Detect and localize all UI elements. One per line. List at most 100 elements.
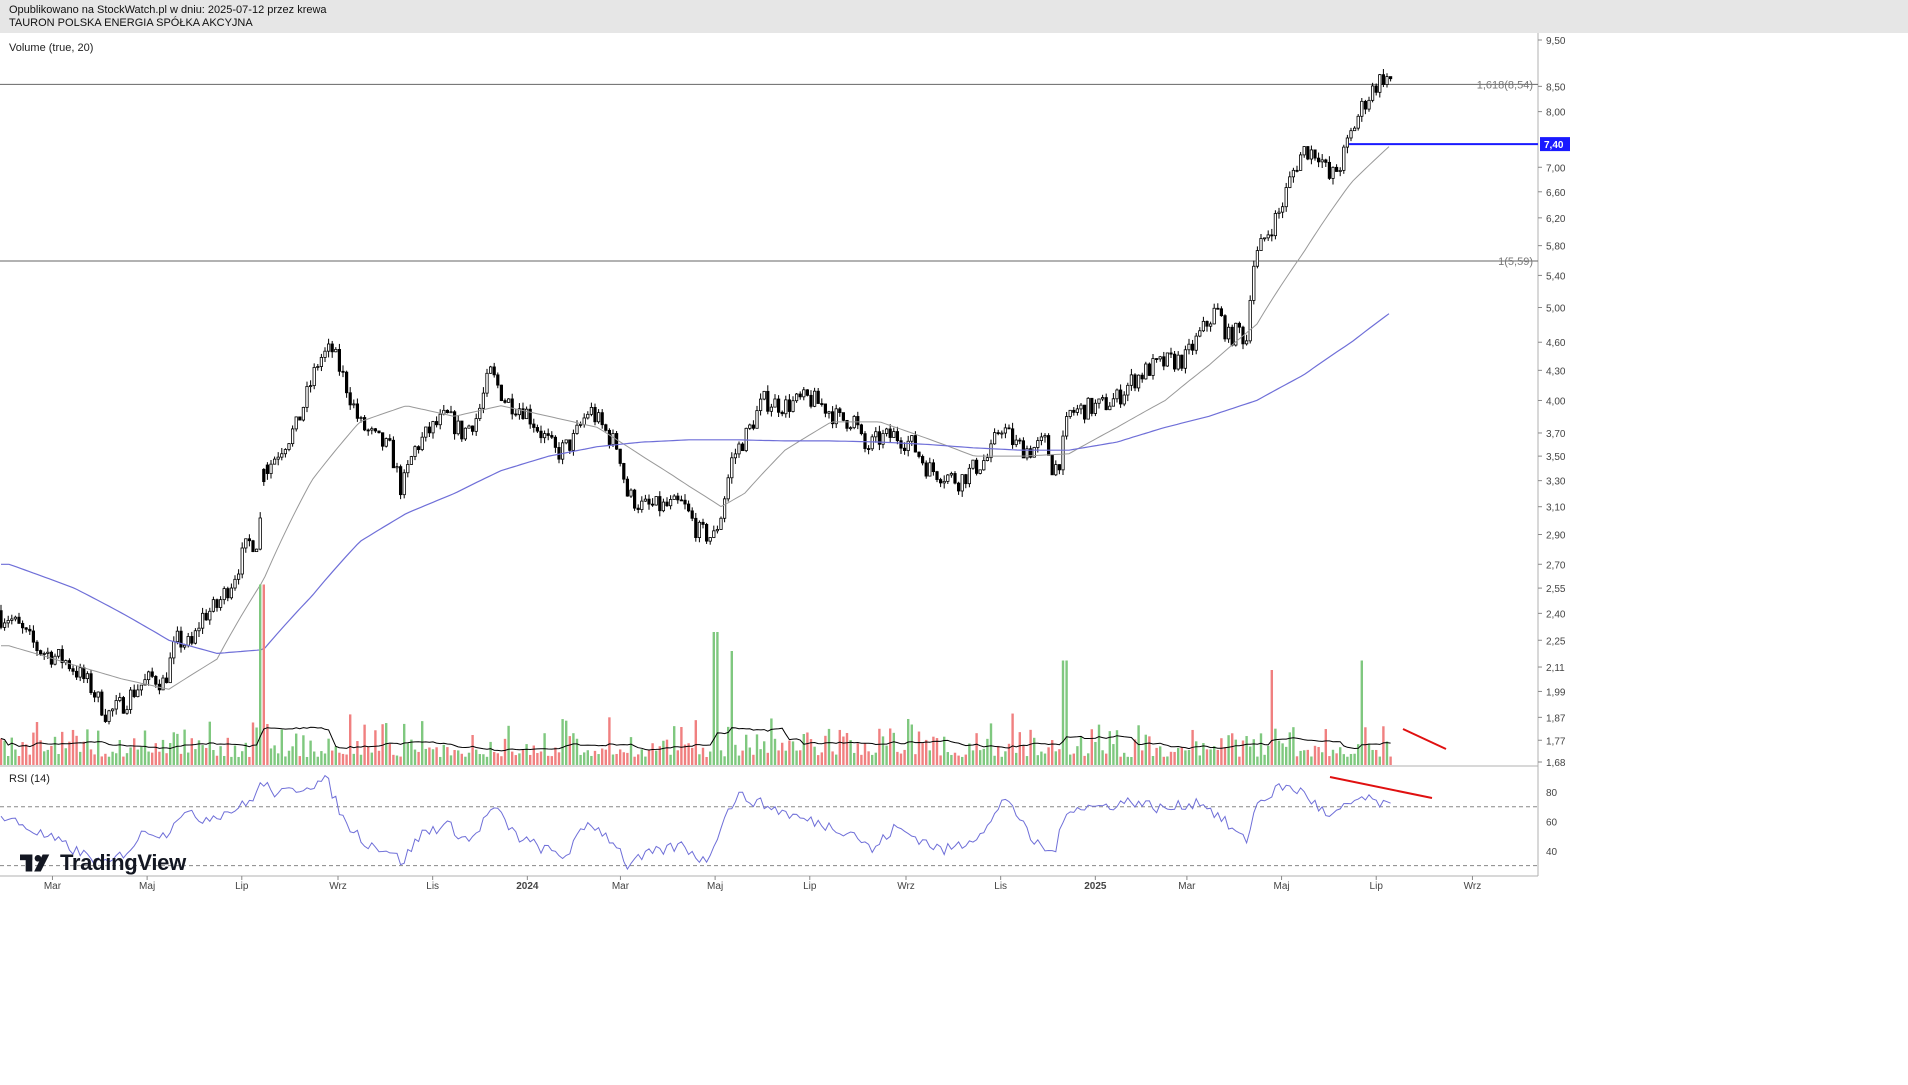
candle-body [813,390,817,407]
candle-body [514,413,518,416]
volume-bar [1378,756,1381,765]
candle-body [136,689,140,698]
volume-bar [1130,756,1133,765]
time-tick-label: Lip [803,881,817,892]
candle-body [100,691,104,716]
volume-ma-line [0,726,1391,752]
volume-bar [71,729,75,765]
candle-body [535,427,540,432]
volume-bar [1256,756,1259,765]
candle-body [427,426,432,434]
candle-body [521,408,525,420]
candle-body [1227,326,1231,340]
volume-bar [784,750,787,765]
candle-body [10,618,14,621]
volume-bar [212,750,215,765]
logo-text: TradingView [60,850,186,875]
volume-bar [536,752,539,765]
volume-bar [1220,738,1223,765]
volume-bar [370,752,373,765]
candle-body [406,464,410,474]
candle-body [859,424,864,435]
volume-bar [781,742,784,765]
volume-bar [298,756,301,765]
volume-bars [0,584,1392,765]
candle-body [1306,146,1310,160]
candle-body [618,448,622,464]
candle-body [676,495,680,501]
volume-bar [590,755,593,765]
volume-bar [410,739,413,765]
candle-body [308,385,313,388]
candle-body [1180,354,1184,369]
candle-body [611,433,615,445]
candle-body [874,431,878,438]
price-tick-label: 1,68 [1546,758,1566,769]
volume-bar [0,738,3,765]
tradingview-logo[interactable]: TradingView [20,850,186,876]
volume-bar [503,738,507,765]
volume-bar [1054,751,1057,765]
candle-body [164,677,169,684]
volume-bar [442,744,445,765]
volume-bar [111,751,114,765]
candle-body [1371,85,1375,101]
candle-body [1259,238,1263,252]
candle-body [1198,330,1202,337]
candle-body [751,424,756,429]
volume-bar [1144,734,1147,765]
candle-body [579,423,583,426]
price-tick-label: 1,87 [1546,713,1566,724]
candle-body [766,390,770,412]
volume-bar [925,739,928,765]
volume-bar [79,751,82,765]
volume-bar [863,743,867,765]
volume-bar [1051,740,1054,765]
volume-bar [1126,756,1129,765]
candle-body [294,416,298,430]
candle-body [287,443,291,450]
volume-bar [323,753,327,765]
volume-bar [424,748,427,765]
price-tick-label: 2,11 [1546,663,1565,674]
candle-body [694,517,698,538]
candle-body [370,428,374,431]
candle-body [777,398,781,413]
candle-body [1147,363,1151,376]
candle-body [1079,404,1083,410]
candle-body [633,489,637,509]
candle-body [380,432,385,447]
candle-body [1093,402,1097,414]
volume-bar [248,756,251,765]
volume-bar [1025,756,1029,765]
candle-body [193,630,197,644]
volume-bar [1112,744,1115,765]
volume-bar [377,750,381,765]
volume-bar [381,724,384,765]
candle-body [1101,397,1105,400]
candle-body [906,440,910,451]
volume-bar [464,756,467,765]
candle-body [1313,149,1317,159]
volume-bar [946,752,949,765]
rsi-line [0,774,1391,871]
candle-body [236,573,241,580]
candle-body [114,700,118,710]
candle-body [290,428,295,445]
volume-bar [871,754,874,765]
volume-bar [1349,753,1353,765]
volume-bar [511,751,514,765]
candle-body [550,435,554,438]
volume-bar [521,749,525,765]
volume-bar [676,750,679,765]
candle-body [546,433,550,436]
rsi-tick-label: 80 [1546,788,1558,799]
volume-bar [838,729,841,765]
volume-bar [197,740,201,765]
volume-bar [305,756,309,765]
candle-body [1050,454,1054,476]
candle-body [787,399,792,412]
volume-bar [547,755,550,765]
volume-bar [151,752,154,765]
